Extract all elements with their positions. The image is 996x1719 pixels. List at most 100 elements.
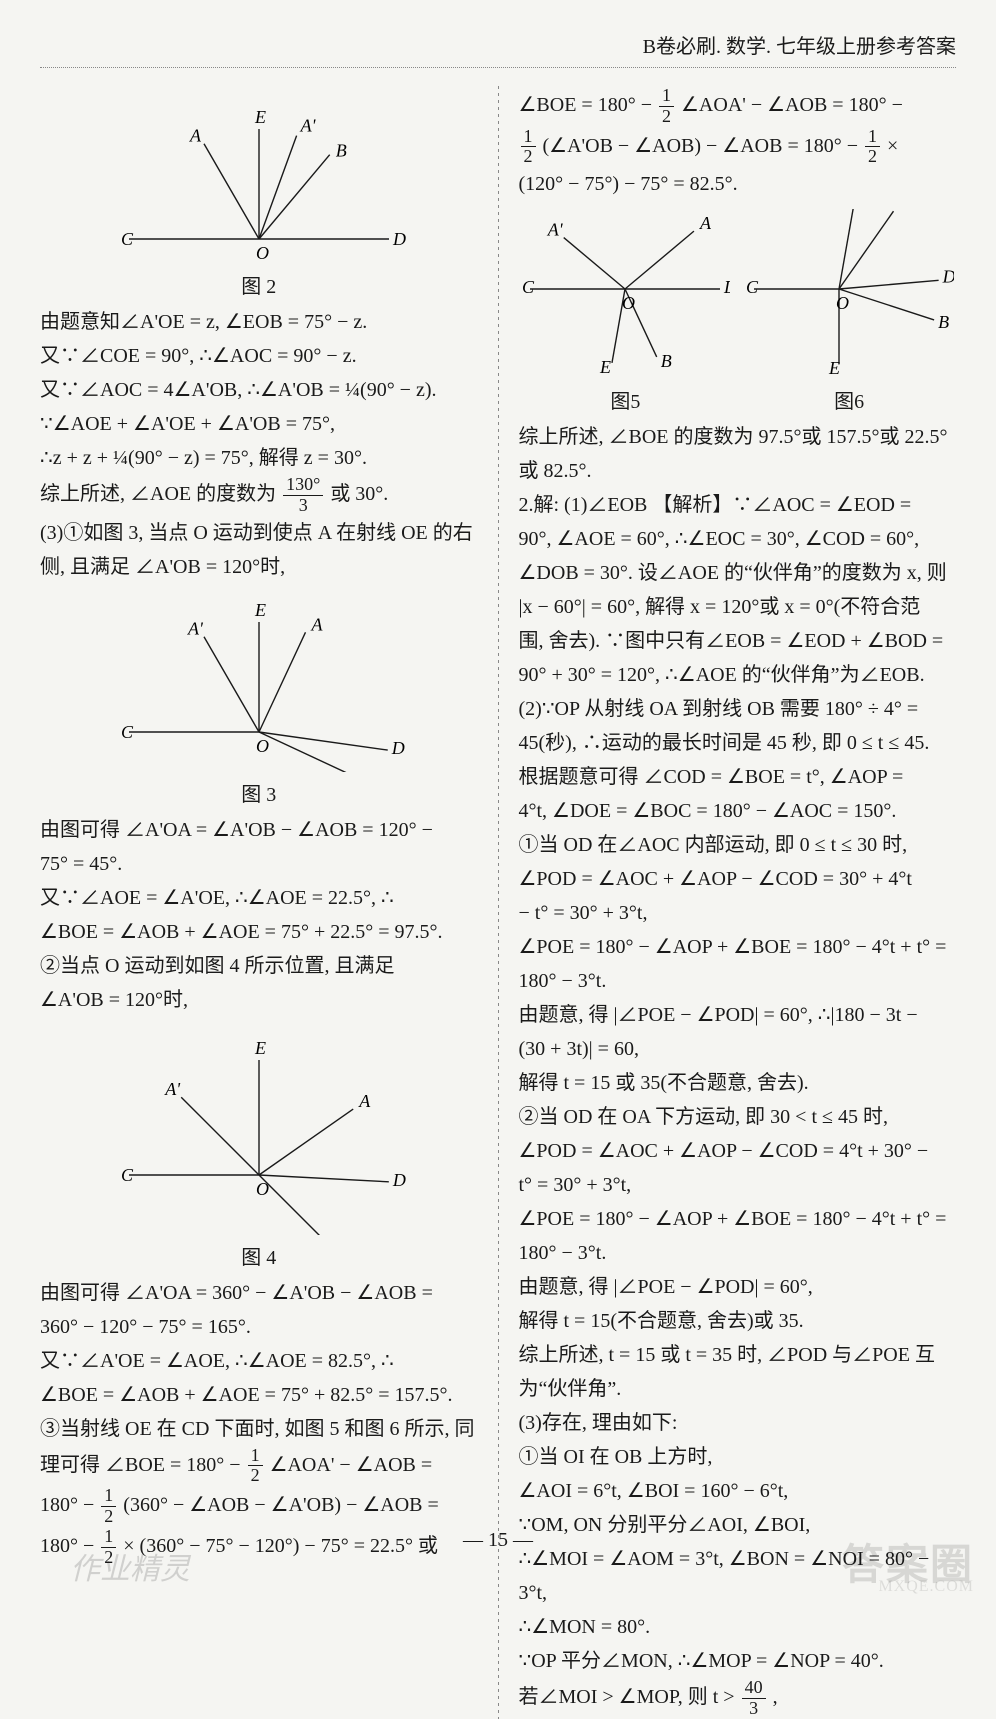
- text-line: 侧, 且满足 ∠A'OB = 120°时,: [40, 550, 478, 584]
- watermark-left: 作业精灵: [70, 1544, 190, 1588]
- figure-4-label: 图 4: [40, 1241, 478, 1270]
- svg-text:D: D: [390, 738, 404, 758]
- summary-line: 综上所述, ∠AOE 的度数为 130° 3 或 30°.: [40, 475, 478, 516]
- text-line: 由题意, 得 |∠POE − ∠POD| = 60°, ∴|180 − 3t −: [519, 998, 957, 1032]
- text-line: 2.解: (1)∠EOB 【解析】∵∠AOC = ∠EOD =: [519, 488, 957, 522]
- text-line: 围, 舍去). ∵图中只有∠EOB = ∠EOD + ∠BOD =: [519, 624, 957, 658]
- text-line: ∠AOI = 6°t, ∠BOI = 160° − 6°t,: [519, 1474, 957, 1508]
- fraction: 40 3: [742, 1678, 766, 1719]
- equation-line: 1 2 (∠A'OB − ∠AOB) − ∠AOB = 180° − 1 2 ×: [519, 127, 957, 168]
- svg-text:C: C: [522, 277, 535, 297]
- text-line: − t° = 30° + 3°t,: [519, 896, 957, 930]
- figure-5-label: 图5: [519, 385, 733, 414]
- svg-text:E: E: [254, 1038, 266, 1058]
- text-line: 又∵∠AOE = ∠A'OE, ∴∠AOE = 22.5°, ∴: [40, 881, 478, 915]
- text-line: ∠POD = ∠AOC + ∠AOP − ∠COD = 30° + 4°t: [519, 862, 957, 896]
- text-line: 综上所述, ∠BOE 的度数为 97.5°或 157.5°或 22.5°: [519, 420, 957, 454]
- text-line: 由题意, 得 |∠POE − ∠POD| = 60°,: [519, 1270, 957, 1304]
- text-line: ∠BOE = ∠AOB + ∠AOE = 75° + 82.5° = 157.5…: [40, 1378, 478, 1412]
- svg-text:A: A: [699, 213, 712, 233]
- text: ∠AOA' − ∠AOB =: [270, 1453, 433, 1475]
- equation-line: 180° − 1 2 (360° − ∠AOB − ∠A'OB) − ∠AOB …: [40, 1486, 478, 1527]
- fraction-half: 1 2: [248, 1446, 263, 1487]
- text-line: 为“伙伴角”.: [519, 1372, 957, 1406]
- text-line: ∠POE = 180° − ∠AOP + ∠BOE = 180° − 4°t +…: [519, 930, 957, 964]
- svg-text:O: O: [256, 736, 269, 756]
- text: ∠BOE = 180° −: [519, 94, 658, 116]
- text-line: ∠BOE = ∠AOB + ∠AOE = 75° + 22.5° = 97.5°…: [40, 915, 478, 949]
- svg-text:O: O: [256, 1179, 269, 1199]
- text: ,: [773, 1686, 778, 1708]
- svg-text:O: O: [622, 293, 635, 313]
- svg-text:C: C: [746, 277, 759, 297]
- equation-line: 理可得 ∠BOE = 180° − 1 2 ∠AOA' − ∠AOB =: [40, 1446, 478, 1487]
- svg-text:C: C: [121, 722, 134, 742]
- text-line: (2)∵OP 从射线 OA 到射线 OB 需要 180° ÷ 4° =: [519, 692, 957, 726]
- text-line: 4°t, ∠DOE = ∠BOC = 180° − ∠AOC = 150°.: [519, 794, 957, 828]
- text-line: 解得 t = 15 或 35(不合题意, 舍去).: [519, 1066, 957, 1100]
- svg-text:B: B: [335, 141, 346, 161]
- text-line: 由图可得 ∠A'OA = ∠A'OB − ∠AOB = 120° −: [40, 813, 478, 847]
- figure-5-6-row: CDA'ABEO 图5 CDA'ABEO 图6: [519, 201, 957, 420]
- svg-text:C: C: [121, 1165, 134, 1185]
- figure-2: CDAEA'BO: [40, 94, 478, 264]
- text-line: 90°, ∠AOE = 60°, ∴∠EOC = 30°, ∠COD = 60°…: [519, 522, 957, 556]
- text-line: ①当 OD 在∠AOC 内部运动, 即 0 ≤ t ≤ 30 时,: [519, 828, 957, 862]
- svg-text:B: B: [661, 351, 672, 371]
- figure-3: CDBA'EAO: [40, 592, 478, 772]
- figure-4: CDBA'EAO: [40, 1025, 478, 1235]
- text-line: ∠DOB = 30°. 设∠AOE 的“伙伴角”的度数为 x, 则: [519, 556, 957, 590]
- page-header: B卷必刷. 数学. 七年级上册参考答案: [40, 30, 956, 68]
- svg-text:A: A: [189, 126, 202, 146]
- page-number: — 15 —: [463, 1529, 533, 1552]
- svg-text:A: A: [310, 614, 323, 634]
- text-line: 又∵∠COE = 90°, ∴∠AOC = 90° − z.: [40, 339, 478, 373]
- svg-text:A': A': [299, 116, 316, 136]
- text-line: 由题意知∠A'OE = z, ∠EOB = 75° − z.: [40, 305, 478, 339]
- text-line: ②当点 O 运动到如图 4 所示位置, 且满足: [40, 949, 478, 983]
- text-line: |x − 60°| = 60°, 解得 x = 120°或 x = 0°(不符合…: [519, 590, 957, 624]
- column-divider: [498, 86, 499, 1719]
- question-2-block: 2.解: (1)∠EOB 【解析】∵∠AOC = ∠EOD =90°, ∠AOE…: [519, 488, 957, 1678]
- text-line: ∴z + z + ¼(90° − z) = 75°, 解得 z = 30°.: [40, 441, 478, 475]
- svg-text:A': A': [547, 220, 564, 240]
- text: 理可得 ∠BOE = 180° −: [40, 1453, 246, 1475]
- text: (360° − ∠AOB − ∠A'OB) − ∠AOB =: [123, 1494, 439, 1516]
- svg-text:O: O: [836, 293, 849, 313]
- text-line: t° = 30° + 3°t,: [519, 1168, 957, 1202]
- svg-text:E: E: [254, 600, 266, 620]
- fraction: 130° 3: [283, 475, 323, 516]
- text-line: ∠POE = 180° − ∠AOP + ∠BOE = 180° − 4°t +…: [519, 1202, 957, 1236]
- svg-text:C: C: [121, 229, 134, 249]
- text-line: ∠A'OB = 120°时,: [40, 983, 478, 1017]
- text-line: 综上所述, t = 15 或 t = 35 时, ∠POD 与∠POE 互: [519, 1338, 957, 1372]
- svg-text:A': A': [187, 618, 204, 638]
- text-line: ∵∠AOE + ∠A'OE + ∠A'OB = 75°,: [40, 407, 478, 441]
- right-column: ∠BOE = 180° − 1 2 ∠AOA' − ∠AOB = 180° − …: [519, 86, 957, 1719]
- svg-text:D: D: [723, 277, 730, 297]
- fraction-half: 1 2: [101, 1486, 116, 1527]
- svg-text:E: E: [254, 107, 266, 127]
- svg-text:A': A': [164, 1079, 181, 1099]
- text-line: 360° − 120° − 75° = 165°.: [40, 1310, 478, 1344]
- text-line: ∵OP 平分∠MON, ∴∠MOP = ∠NOP = 40°.: [519, 1644, 957, 1678]
- text-line: ①当 OI 在 OB 上方时,: [519, 1440, 957, 1474]
- figure-6-label: 图6: [742, 385, 956, 414]
- figure-2-label: 图 2: [40, 270, 478, 299]
- fraction-half: 1 2: [865, 127, 880, 168]
- figure-3-label: 图 3: [40, 778, 478, 807]
- text-line: 180° − 3°t.: [519, 964, 957, 998]
- two-column-layout: CDAEA'BO 图 2 由题意知∠A'OE = z, ∠EOB = 75° −…: [40, 86, 956, 1719]
- text-line: 或 82.5°.: [519, 454, 957, 488]
- text-line: 由图可得 ∠A'OA = 360° − ∠A'OB − ∠AOB =: [40, 1276, 478, 1310]
- watermark-url: MXQE.COM: [878, 1578, 974, 1596]
- text: (∠A'OB − ∠AOB) − ∠AOB = 180° −: [543, 134, 864, 156]
- svg-text:E: E: [599, 357, 611, 377]
- text-line: 75° = 45°.: [40, 847, 478, 881]
- svg-text:D: D: [392, 1169, 406, 1189]
- text-line: ③当射线 OE 在 CD 下面时, 如图 5 和图 6 所示, 同: [40, 1412, 478, 1446]
- last-line: 若∠MOI > ∠MOP, 则 t > 40 3 ,: [519, 1678, 957, 1719]
- text: ×: [887, 134, 898, 156]
- text: 或 30°.: [330, 483, 388, 505]
- text: 综上所述, ∠AOE 的度数为: [40, 483, 276, 505]
